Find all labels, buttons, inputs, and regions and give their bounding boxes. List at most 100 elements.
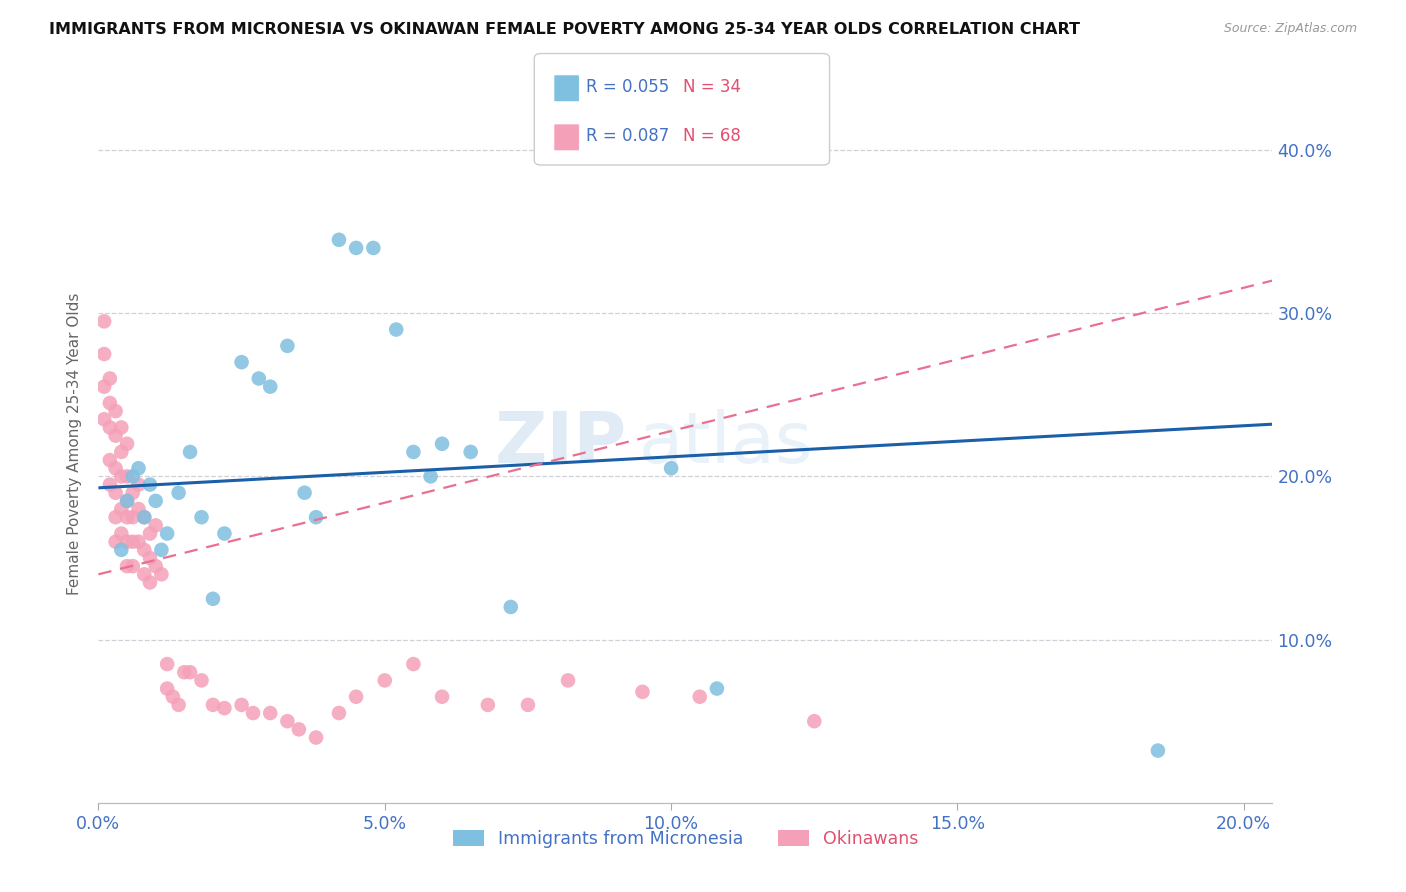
Point [305,731,328,745]
Point [110,469,132,483]
Point [128,534,150,549]
Point [179,445,201,459]
Point [104,510,127,524]
Point [121,534,143,549]
Point [214,526,236,541]
Point [104,461,127,475]
Point [430,436,453,450]
Point [190,510,212,524]
Point [430,690,453,704]
Point [231,355,253,369]
Point [402,657,425,671]
Point [115,436,138,450]
Point [110,502,132,516]
Point [98,453,121,467]
Point [419,469,441,483]
Point [402,445,425,459]
Point [139,551,162,566]
Point [115,510,138,524]
Text: ZIP: ZIP [495,409,627,478]
Point [516,698,538,712]
Point [121,485,143,500]
Point [150,542,173,557]
Point [201,591,224,606]
Point [242,706,264,720]
Point [145,494,167,508]
Point [98,420,121,434]
Point [134,542,156,557]
Point [98,477,121,491]
Point [139,526,162,541]
Point [156,681,179,696]
Point [134,510,156,524]
Point [134,510,156,524]
Point [115,494,138,508]
Point [93,379,115,393]
Point [98,371,121,385]
Point [328,233,350,247]
Point [460,445,482,459]
Point [247,371,270,385]
Point [104,534,127,549]
Point [328,706,350,720]
Point [104,428,127,442]
Point [156,657,179,671]
Y-axis label: Female Poverty Among 25-34 Year Olds: Female Poverty Among 25-34 Year Olds [66,293,82,595]
Point [288,723,311,737]
Text: atlas: atlas [638,409,813,478]
Point [305,510,328,524]
Point [110,420,132,434]
Point [145,559,167,574]
Point [104,485,127,500]
Point [139,477,162,491]
Point [145,518,167,533]
Point [803,714,825,729]
Point [128,502,150,516]
Point [115,534,138,549]
Point [134,567,156,582]
Point [110,526,132,541]
Point [706,681,728,696]
Point [259,706,281,720]
Point [477,698,499,712]
Point [631,685,654,699]
Point [128,477,150,491]
Point [115,559,138,574]
Point [93,412,115,426]
Legend: Immigrants from Micronesia, Okinawans: Immigrants from Micronesia, Okinawans [446,823,925,855]
Point [156,526,179,541]
Text: R = 0.087: R = 0.087 [586,128,669,145]
Point [104,404,127,418]
Point [115,469,138,483]
Point [128,461,150,475]
Point [93,314,115,328]
Text: R = 0.055: R = 0.055 [586,78,669,96]
Point [557,673,579,688]
Point [231,698,253,712]
Point [162,690,184,704]
Point [110,445,132,459]
Point [659,461,682,475]
Point [115,494,138,508]
Point [294,485,316,500]
Text: Source: ZipAtlas.com: Source: ZipAtlas.com [1223,22,1357,36]
Point [276,714,298,729]
Text: IMMIGRANTS FROM MICRONESIA VS OKINAWAN FEMALE POVERTY AMONG 25-34 YEAR OLDS CORR: IMMIGRANTS FROM MICRONESIA VS OKINAWAN F… [49,22,1080,37]
Point [173,665,195,680]
Point [214,701,236,715]
Point [374,673,396,688]
Point [121,469,143,483]
Point [385,322,408,336]
Point [150,567,173,582]
Point [179,665,201,680]
Text: N = 68: N = 68 [683,128,741,145]
Text: N = 34: N = 34 [683,78,741,96]
Point [167,485,190,500]
Point [276,339,298,353]
Point [259,379,281,393]
Point [1147,743,1170,757]
Point [499,599,522,614]
Point [121,510,143,524]
Point [689,690,711,704]
Point [98,396,121,410]
